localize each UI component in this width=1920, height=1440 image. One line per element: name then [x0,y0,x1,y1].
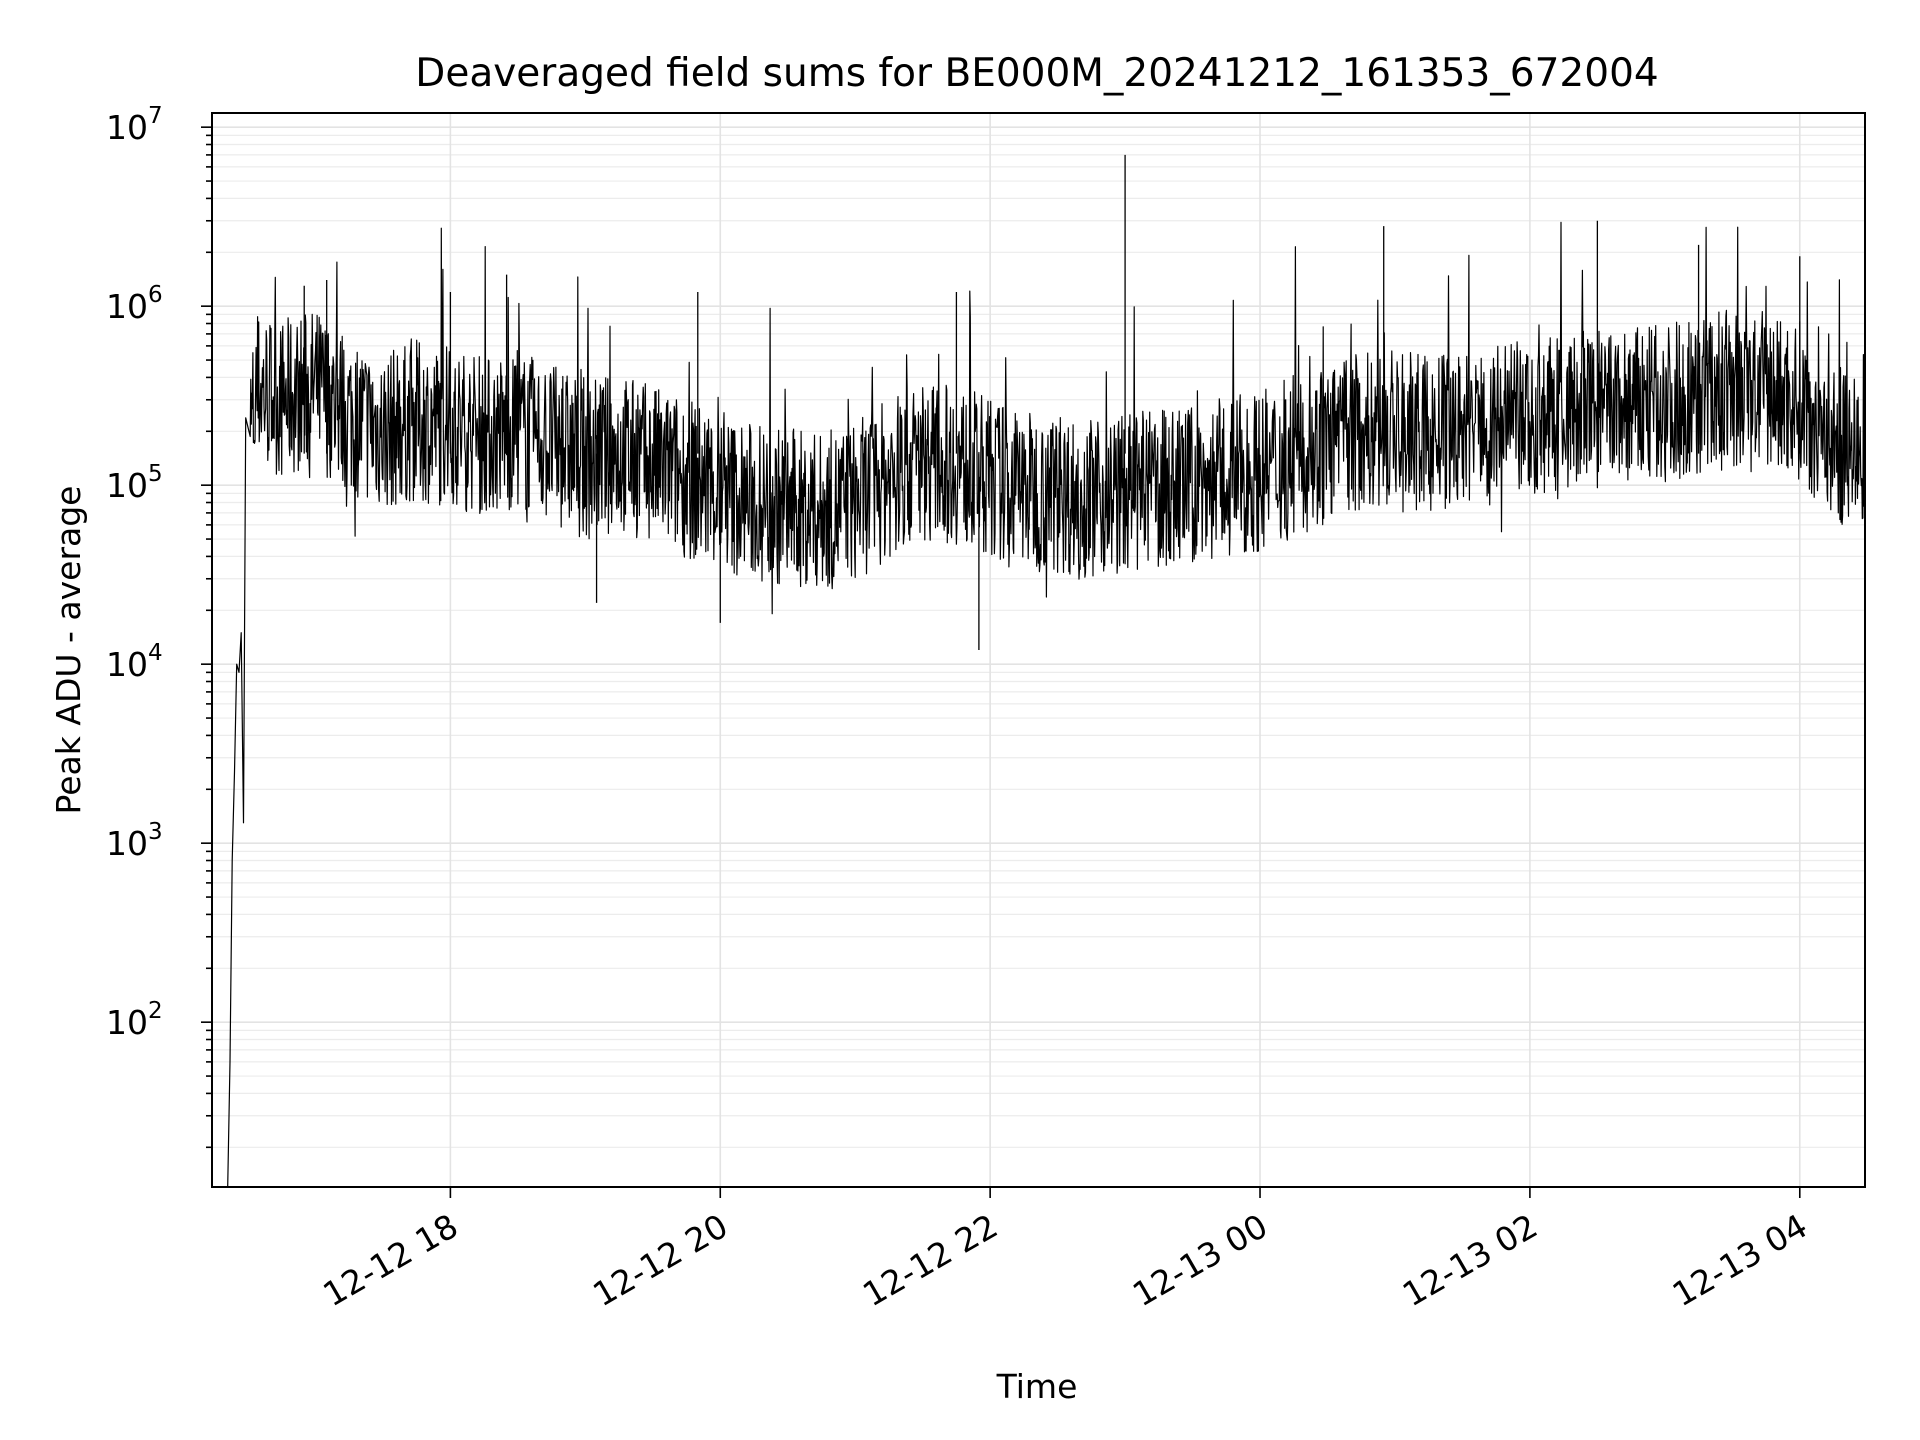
x-axis: 12-12 18 12-12 20 12-12 22 12-13 00 12-13 02… [316,1187,1814,1314]
series-peak-adu [227,154,1866,1188]
y-tick-label: 10 [106,645,148,684]
y-tick-label: 10 [106,108,148,147]
y-tick-exponent: 3 [148,819,163,845]
x-tick-label: 12-13 02 [1396,1206,1544,1314]
y-tick-exponent: 7 [148,103,163,129]
x-tick-label: 12-13 00 [1126,1206,1274,1314]
x-tick-label: 12-12 22 [856,1206,1004,1314]
y-tick-exponent: 2 [148,998,163,1024]
x-tick-label: 12-13 04 [1666,1206,1814,1314]
y-tick-label: 10 [106,824,148,863]
x-tick-label: 12-12 18 [316,1206,464,1314]
y-tick-exponent: 4 [148,640,163,666]
grid-lines [212,113,1865,1187]
y-tick-label: 10 [106,466,148,505]
y-tick-label: 10 [106,287,148,326]
x-tick-label: 12-12 20 [586,1206,734,1314]
y-axis-label: Peak ADU - average [49,486,88,815]
plot-frame [211,112,1866,1188]
y-tick-exponent: 5 [148,461,163,487]
series-line [227,221,1866,1188]
chart-title: Deaveraged field sums for BE000M_2024121… [415,51,1658,96]
y-tick-label: 10 [106,1003,148,1042]
x-axis-label: Time [996,1367,1078,1406]
y-tick-exponent: 6 [148,282,163,308]
